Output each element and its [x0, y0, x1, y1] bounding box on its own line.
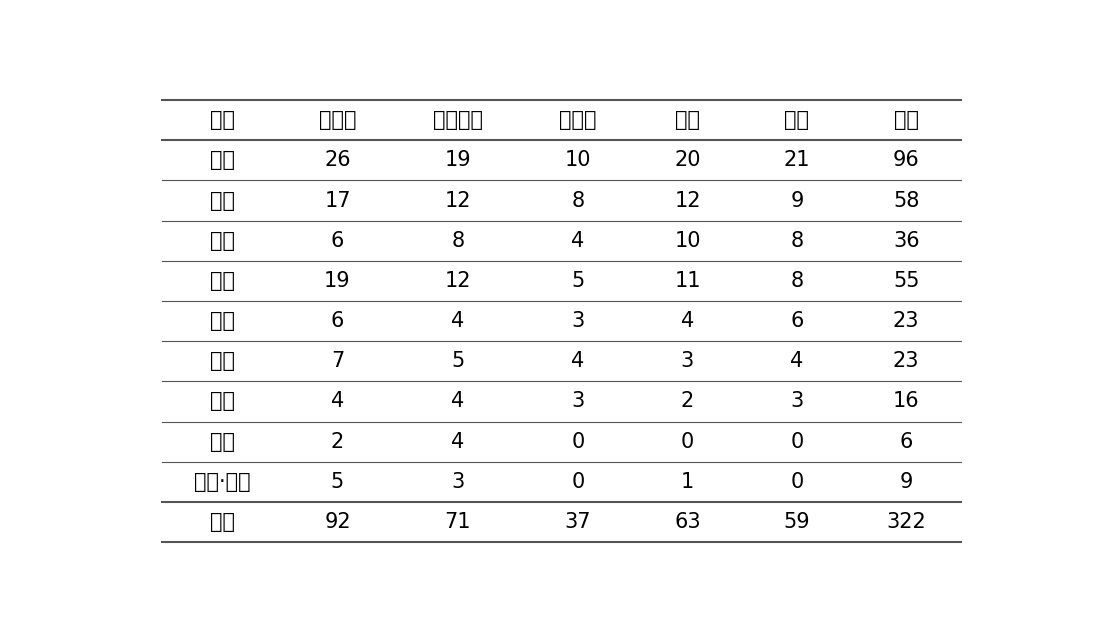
Text: 합계: 합계 — [210, 512, 236, 532]
Text: 36: 36 — [893, 231, 920, 251]
Text: 20: 20 — [674, 150, 700, 170]
Text: 5: 5 — [331, 472, 344, 492]
Text: 6: 6 — [331, 311, 344, 331]
Text: 6: 6 — [331, 231, 344, 251]
Text: 26: 26 — [324, 150, 351, 170]
Text: 4: 4 — [790, 351, 803, 371]
Text: 12: 12 — [445, 271, 471, 291]
Text: 9: 9 — [790, 191, 803, 211]
Text: 5: 5 — [452, 351, 465, 371]
Text: 4: 4 — [452, 311, 465, 331]
Text: 3: 3 — [571, 391, 585, 411]
Text: 5: 5 — [571, 271, 585, 291]
Text: 계란: 계란 — [675, 110, 700, 130]
Text: 닭고기: 닭고기 — [559, 110, 597, 130]
Text: 3: 3 — [452, 472, 465, 492]
Text: 6: 6 — [790, 311, 803, 331]
Text: 21: 21 — [784, 150, 810, 170]
Text: 울산: 울산 — [210, 391, 236, 411]
Text: 대전: 대전 — [210, 311, 236, 331]
Text: 71: 71 — [445, 512, 471, 532]
Text: 9: 9 — [900, 472, 913, 492]
Text: 58: 58 — [893, 191, 920, 211]
Text: 23: 23 — [893, 311, 920, 331]
Text: 4: 4 — [452, 391, 465, 411]
Text: 4: 4 — [571, 351, 585, 371]
Text: 0: 0 — [790, 432, 803, 452]
Text: 63: 63 — [674, 512, 700, 532]
Text: 2: 2 — [681, 391, 694, 411]
Text: 4: 4 — [331, 391, 344, 411]
Text: 12: 12 — [674, 191, 700, 211]
Text: 92: 92 — [324, 512, 351, 532]
Text: 인천: 인천 — [210, 231, 236, 251]
Text: 16: 16 — [893, 391, 920, 411]
Text: 우유: 우유 — [785, 110, 809, 130]
Text: 3: 3 — [681, 351, 694, 371]
Text: 3: 3 — [790, 391, 803, 411]
Text: 소고기: 소고기 — [319, 110, 356, 130]
Text: 59: 59 — [784, 512, 810, 532]
Text: 0: 0 — [681, 432, 694, 452]
Text: 322: 322 — [887, 512, 926, 532]
Text: 6: 6 — [900, 432, 913, 452]
Text: 10: 10 — [564, 150, 592, 170]
Text: 대구: 대구 — [210, 271, 236, 291]
Text: 8: 8 — [790, 231, 803, 251]
Text: 서울: 서울 — [210, 150, 236, 170]
Text: 돼지고기: 돼지고기 — [433, 110, 483, 130]
Text: 7: 7 — [331, 351, 344, 371]
Text: 3: 3 — [571, 311, 585, 331]
Text: 12: 12 — [445, 191, 471, 211]
Text: 8: 8 — [571, 191, 584, 211]
Text: 제주: 제주 — [210, 432, 236, 452]
Text: 청주·세종: 청주·세종 — [194, 472, 251, 492]
Text: 0: 0 — [571, 432, 585, 452]
Text: 0: 0 — [790, 472, 803, 492]
Text: 37: 37 — [564, 512, 592, 532]
Text: 0: 0 — [571, 472, 585, 492]
Text: 광주: 광주 — [210, 351, 236, 371]
Text: 4: 4 — [452, 432, 465, 452]
Text: 1: 1 — [681, 472, 694, 492]
Text: 19: 19 — [445, 150, 471, 170]
Text: 4: 4 — [571, 231, 585, 251]
Text: 4: 4 — [681, 311, 694, 331]
Text: 11: 11 — [674, 271, 700, 291]
Text: 55: 55 — [893, 271, 920, 291]
Text: 17: 17 — [324, 191, 351, 211]
Text: 19: 19 — [324, 271, 351, 291]
Text: 8: 8 — [790, 271, 803, 291]
Text: 10: 10 — [674, 231, 700, 251]
Text: 2: 2 — [331, 432, 344, 452]
Text: 23: 23 — [893, 351, 920, 371]
Text: 합계: 합계 — [893, 110, 918, 130]
Text: 96: 96 — [893, 150, 920, 170]
Text: 부산: 부산 — [210, 191, 236, 211]
Text: 지역: 지역 — [210, 110, 236, 130]
Text: 8: 8 — [452, 231, 465, 251]
